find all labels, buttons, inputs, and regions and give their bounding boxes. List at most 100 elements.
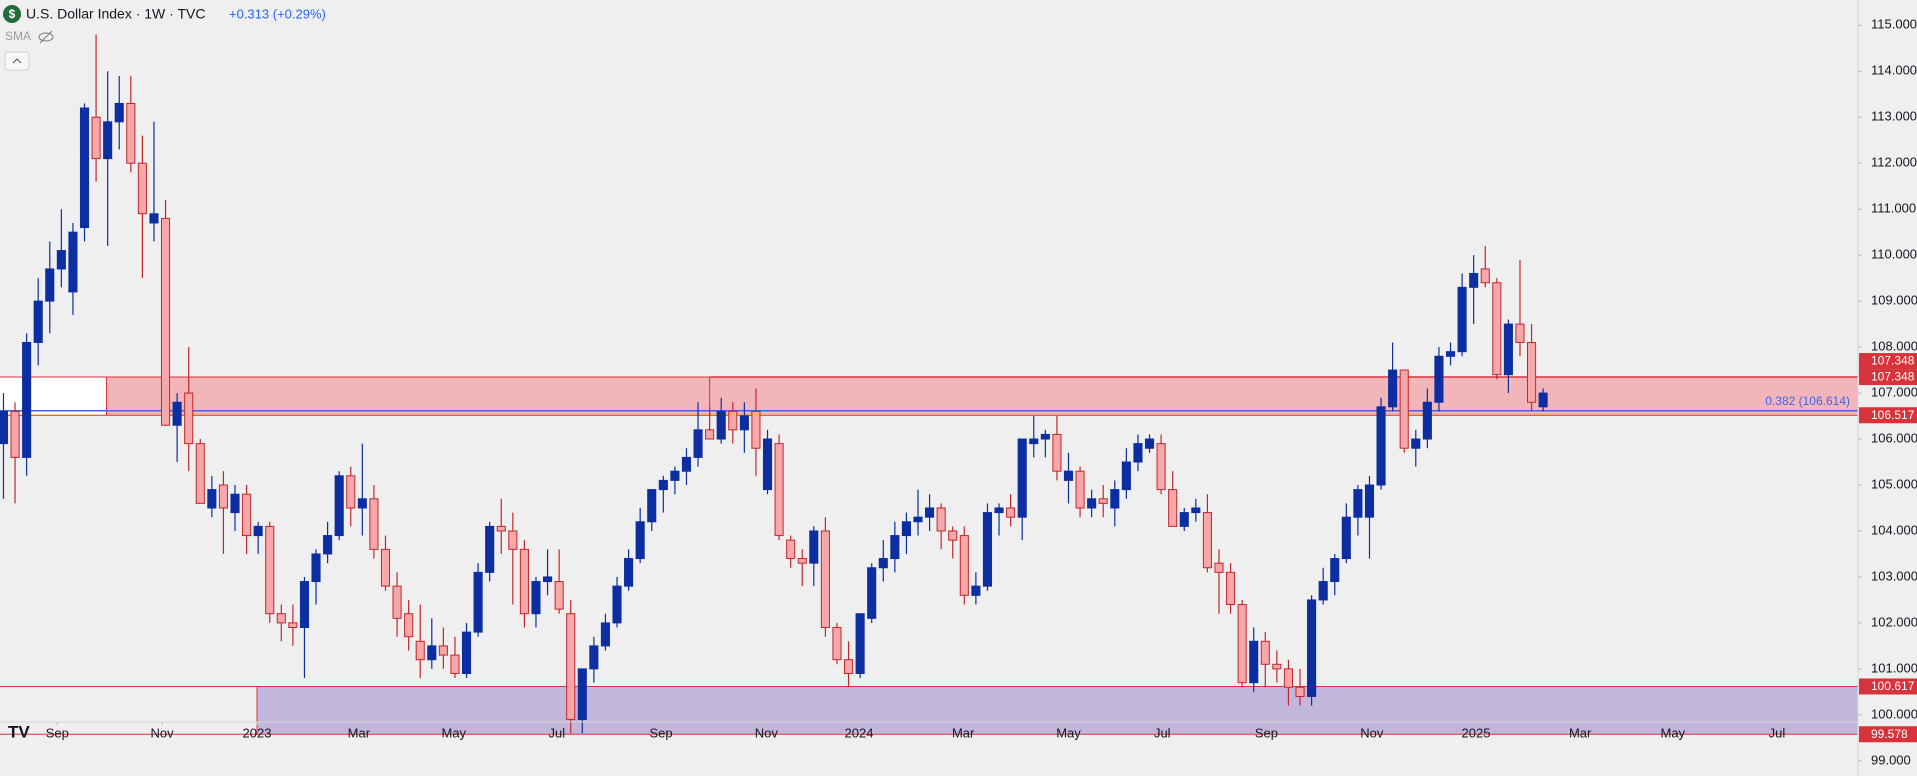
candle-body — [774, 443, 784, 537]
candle-body — [207, 489, 217, 509]
candle-body — [1052, 433, 1062, 472]
candle-body — [1457, 286, 1467, 353]
candle-body — [705, 429, 715, 440]
candle-body — [1179, 512, 1189, 527]
candle-body — [45, 268, 55, 302]
candle-body — [1376, 406, 1386, 486]
y-tick-label: 104.000 — [1871, 522, 1917, 537]
price-tag-label: 106.517 — [1871, 408, 1915, 422]
candle-body — [1029, 438, 1039, 445]
price-tag-label: 107.348 — [1871, 370, 1915, 384]
price-tag — [1859, 369, 1917, 386]
x-tick-label: May — [442, 725, 467, 740]
candle-body — [1063, 470, 1074, 481]
candle-body — [276, 613, 286, 624]
candle-body — [809, 530, 819, 564]
x-tick-label: Mar — [1569, 725, 1592, 740]
candle-body — [160, 217, 171, 426]
candle-body — [114, 102, 124, 123]
candle-body — [1307, 599, 1317, 697]
candle-body — [658, 479, 668, 491]
y-tick-label: 112.000 — [1871, 155, 1917, 170]
collapse-arrow — [12, 58, 22, 64]
candle-body — [913, 516, 923, 523]
candle-body — [195, 443, 205, 504]
candle-body — [450, 654, 460, 674]
y-tick-label: 113.000 — [1871, 109, 1917, 124]
candle-body — [959, 535, 969, 596]
candle-body — [311, 553, 321, 583]
price-tag-label: 99.578 — [1871, 727, 1908, 741]
candle-body — [1133, 443, 1143, 463]
candle-body — [1388, 369, 1398, 408]
eye-icon — [38, 32, 54, 42]
x-tick-label: 2025 — [1462, 725, 1491, 740]
x-tick-label: Jul — [1154, 725, 1171, 740]
y-tick-label: 107.000 — [1871, 384, 1917, 399]
candle-body — [1283, 668, 1293, 688]
candle-body — [288, 622, 298, 629]
candle-body — [0, 410, 9, 445]
candle-body — [624, 558, 634, 587]
candle-body — [1191, 507, 1201, 514]
candle-body — [1399, 369, 1409, 449]
candle-body — [299, 581, 310, 629]
y-tick-label: 110.000 — [1871, 247, 1917, 262]
candle-body — [994, 507, 1004, 514]
candle-body — [1318, 581, 1328, 601]
candle-body — [681, 456, 692, 472]
candle-body — [357, 498, 367, 509]
candle-body — [971, 585, 981, 596]
candle-body — [1087, 498, 1097, 509]
price-tag — [1859, 678, 1917, 695]
candle-body — [1411, 438, 1421, 449]
y-tick-label: 106.000 — [1871, 430, 1917, 445]
y-tick-label: 108.000 — [1871, 339, 1917, 354]
visibility-icon[interactable] — [38, 30, 54, 44]
fib-label: 0.382 (106.614) — [1765, 394, 1850, 408]
candle-body — [22, 341, 32, 458]
symbol-icon[interactable] — [3, 5, 21, 23]
candle-body — [716, 410, 726, 440]
indicator-label[interactable]: SMA — [5, 29, 31, 43]
price-tag-label: 107.348 — [1871, 354, 1915, 368]
candle-body — [1040, 433, 1050, 440]
candle-body — [68, 231, 78, 293]
candle-body — [1469, 273, 1479, 288]
x-tick-label: Mar — [348, 725, 371, 740]
candle-body — [612, 585, 622, 624]
zone — [256, 686, 1858, 735]
x-tick-label: Sep — [46, 725, 69, 740]
candle-body — [91, 116, 101, 160]
candle-body — [762, 438, 773, 491]
candle-body — [496, 525, 506, 532]
candle-body — [1422, 401, 1432, 440]
tv-logo[interactable]: TV — [8, 722, 30, 741]
candle-body — [901, 521, 911, 537]
candle-body — [508, 530, 518, 550]
candle-body — [10, 410, 20, 458]
candle-body — [566, 613, 576, 720]
candle-body — [1260, 640, 1270, 665]
y-tick-label: 100.000 — [1871, 706, 1917, 721]
candle-body — [404, 613, 414, 638]
y-tick-label: 111.000 — [1871, 201, 1916, 216]
candle-body — [1434, 355, 1444, 403]
y-tick-label: 114.000 — [1871, 63, 1917, 78]
collapse-button[interactable] — [4, 51, 30, 71]
candle-body — [438, 645, 448, 656]
candle-body — [149, 213, 159, 224]
candle-body — [334, 475, 344, 537]
candle-body — [820, 530, 830, 629]
candle-body — [253, 525, 263, 537]
candle-body — [1492, 282, 1502, 376]
candle-body — [878, 558, 888, 569]
price-tag — [1859, 407, 1917, 424]
candle-body — [1249, 640, 1259, 684]
eye-slash — [39, 30, 53, 44]
price-tag — [1859, 726, 1917, 743]
candle-body — [126, 102, 136, 164]
candle-body — [982, 512, 993, 587]
candle-body — [1144, 438, 1155, 449]
